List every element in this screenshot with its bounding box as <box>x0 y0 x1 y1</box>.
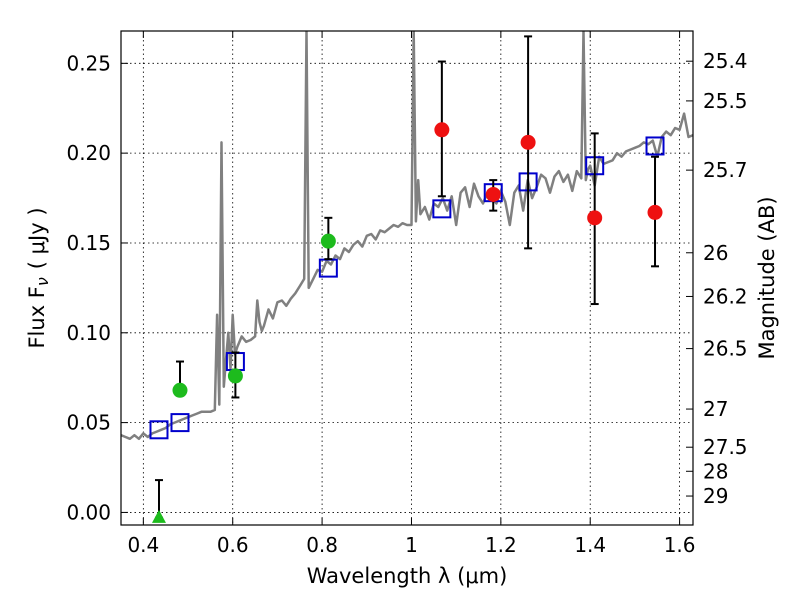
model-photometry-square <box>432 199 452 219</box>
spectrum-line <box>121 31 693 441</box>
mag-tick-label: 25.4 <box>703 49 748 73</box>
data-point <box>227 368 243 384</box>
mag-tick-label: 27.5 <box>703 435 748 459</box>
x-tick-label: 1.4 <box>574 533 606 557</box>
mag-tick-label: 25.7 <box>703 158 748 182</box>
y2-axis-label: Magnitude (AB) <box>755 196 779 359</box>
data-point <box>647 204 663 220</box>
mag-tick-label: 29 <box>703 484 728 508</box>
y-tick-label: 0.00 <box>66 500 111 524</box>
y-axis-label: Flux Fν ( μJy ) <box>25 207 52 348</box>
data-point <box>587 210 603 226</box>
x-axis-label: Wavelength λ (μm) <box>307 564 508 588</box>
mag-tick-label: 26.2 <box>703 284 748 308</box>
y-tick-label: 0.20 <box>66 141 111 165</box>
mag-tick-label: 25.5 <box>703 89 748 113</box>
plot-area <box>121 31 693 523</box>
y-tick-label: 0.05 <box>66 411 111 435</box>
model-photometry-square <box>645 136 665 156</box>
data-point <box>520 134 536 150</box>
plot-frame <box>120 30 694 526</box>
data-point <box>320 233 336 249</box>
x-tick-label: 0.8 <box>306 533 338 557</box>
x-tick-label: 1.6 <box>664 533 696 557</box>
y-axis-label-main: Flux F <box>25 286 49 348</box>
y-axis-label-unit: ( μJy ) <box>25 207 49 269</box>
grid <box>121 31 693 525</box>
y-tick-label: 0.15 <box>66 231 111 255</box>
mag-tick-label: 28 <box>703 459 728 483</box>
mag-tick-label: 26 <box>703 241 728 265</box>
axes-ticks: 0.4 0.6 0.8 1 1.2 1.4 1.6 0.00 0.05 0.10 0.15 0.20 0… <box>66 31 748 557</box>
x-tick-label: 1 <box>405 533 418 557</box>
y-axis-label-sub: ν <box>33 277 52 286</box>
mag-tick-label: 27 <box>703 397 728 421</box>
x-tick-label: 1.2 <box>485 533 517 557</box>
data-point <box>485 186 501 202</box>
model-photometry-square <box>149 420 169 440</box>
data-point <box>172 382 188 398</box>
mag-tick-label: 26.5 <box>703 337 748 361</box>
upper-limit-triangle <box>151 509 166 523</box>
x-tick-label: 0.4 <box>127 533 159 557</box>
model-photometry-square <box>170 413 190 433</box>
y-tick-label: 0.25 <box>66 51 111 75</box>
data-point <box>434 122 450 138</box>
x-tick-label: 0.6 <box>217 533 249 557</box>
y-tick-label: 0.10 <box>66 321 111 345</box>
